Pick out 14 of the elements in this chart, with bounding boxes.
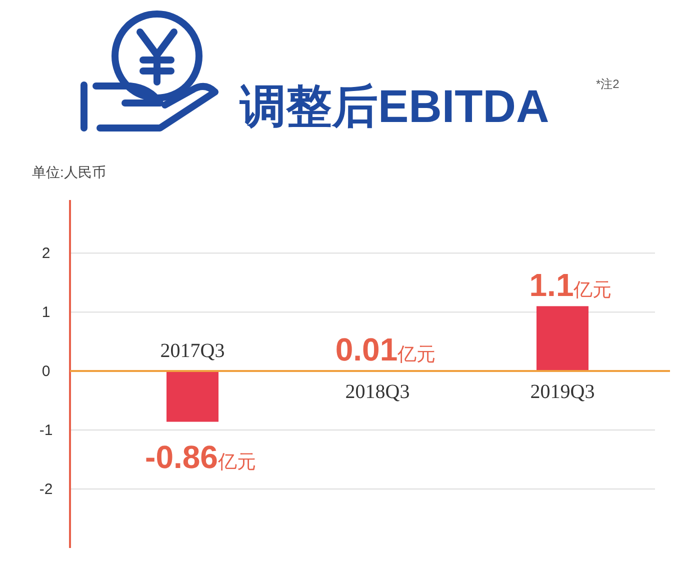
y-tick-label: 0 (42, 363, 50, 380)
x-tick-label: 2019Q3 (530, 381, 595, 404)
data-label: -0.86亿元 (145, 438, 256, 475)
y-tick-label: 2 (42, 245, 50, 262)
chart-title: 调整后EBITDA (239, 80, 550, 132)
x-tick-label: 2017Q3 (160, 340, 225, 362)
data-label: 1.1亿元 (529, 267, 612, 304)
y-tick-label: -1 (39, 422, 53, 440)
text: *注2 (596, 77, 620, 91)
chart-subtitle: 单位:人民币 (32, 164, 106, 180)
x-tick-label: 2018Q3 (345, 381, 410, 404)
data-label: 0.01亿元 (335, 331, 436, 368)
y-tick-label: 1 (42, 304, 50, 322)
y-tick-label: -2 (39, 481, 53, 498)
